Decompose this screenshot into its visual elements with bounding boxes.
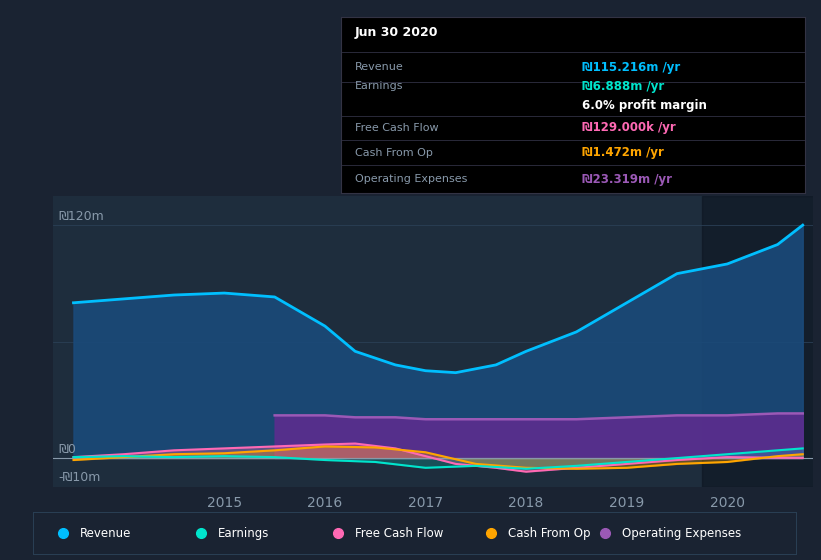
Text: Revenue: Revenue [355,62,403,72]
Text: -₪10m: -₪10m [58,471,101,484]
Text: Operating Expenses: Operating Expenses [355,174,467,184]
Bar [702,196,821,487]
Text: Cash From Op: Cash From Op [507,527,590,540]
Text: ₪129.000k /yr: ₪129.000k /yr [582,122,676,134]
Text: Cash From Op: Cash From Op [355,148,433,157]
Text: Earnings: Earnings [355,81,403,91]
Text: Free Cash Flow: Free Cash Flow [355,527,443,540]
Text: Operating Expenses: Operating Expenses [622,527,741,540]
Text: ₪1.472m /yr: ₪1.472m /yr [582,146,664,159]
Text: Free Cash Flow: Free Cash Flow [355,123,438,133]
Text: ₪120m: ₪120m [58,210,104,223]
Text: Revenue: Revenue [80,527,131,540]
Text: ₪6.888m /yr: ₪6.888m /yr [582,80,664,93]
Text: ₪23.319m /yr: ₪23.319m /yr [582,172,672,185]
Text: 6.0% profit margin: 6.0% profit margin [582,99,707,113]
Text: ₪115.216m /yr: ₪115.216m /yr [582,60,680,73]
Text: Jun 30 2020: Jun 30 2020 [355,26,438,39]
Text: ₪0: ₪0 [58,443,76,456]
Text: Earnings: Earnings [218,527,269,540]
